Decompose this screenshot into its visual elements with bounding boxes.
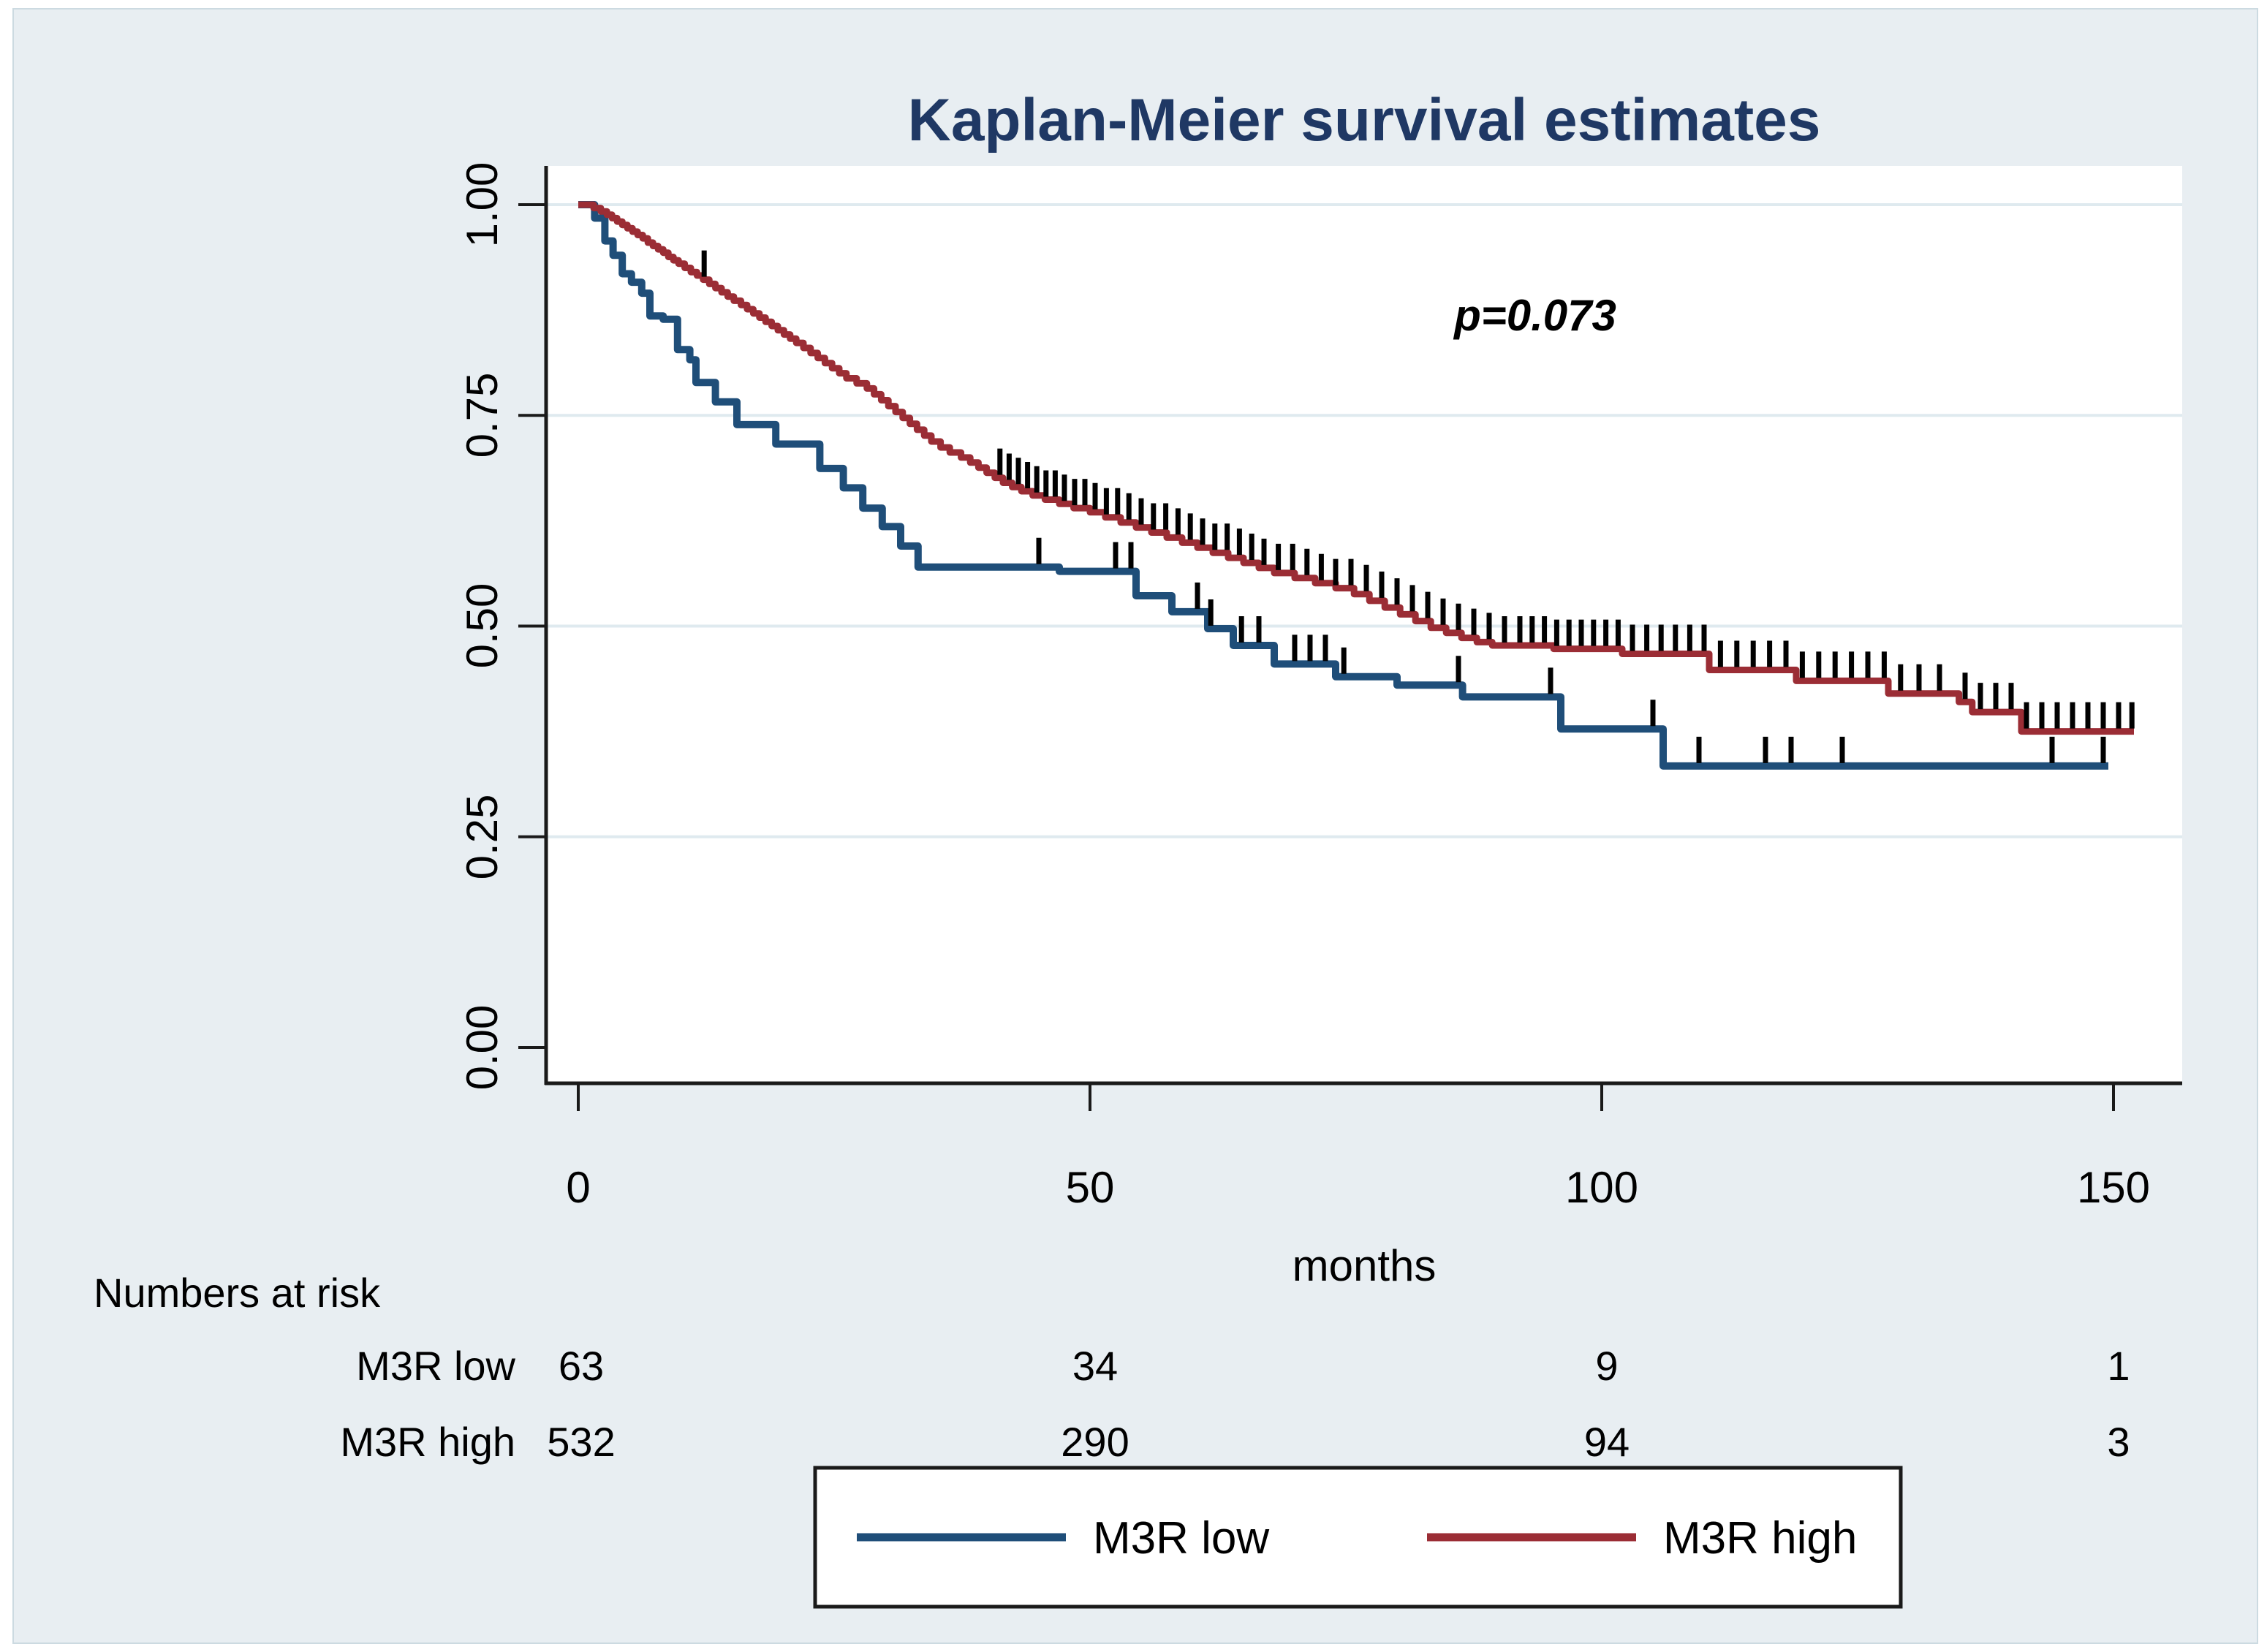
curve-m3r-high bbox=[578, 201, 2134, 735]
risk-row-label-m3r-low: M3R low bbox=[356, 1343, 515, 1389]
risk-value: 63 bbox=[559, 1343, 604, 1389]
y-axis-labels: 1.00 0.75 0.50 0.25 0.00 bbox=[458, 162, 507, 1091]
y-axis-ticks bbox=[518, 203, 546, 1049]
x-axis-ticks bbox=[577, 1083, 2115, 1111]
y-tick-1.00: 1.00 bbox=[458, 162, 507, 248]
survival-curves bbox=[578, 201, 2135, 770]
risk-value: 532 bbox=[547, 1419, 615, 1465]
x-axis-labels: 0 50 100 150 bbox=[566, 1163, 2150, 1212]
legend-label-m3r-high: M3R high bbox=[1663, 1513, 1857, 1564]
p-value-annotation: p=0.073 bbox=[1453, 291, 1616, 340]
y-tick-0.25: 0.25 bbox=[458, 795, 507, 880]
chart-title: Kaplan-Meier survival estimates bbox=[908, 87, 1821, 154]
censor-ticks-m3r-high bbox=[701, 250, 2135, 729]
legend: M3R low M3R high bbox=[813, 1466, 1903, 1609]
risk-value: 3 bbox=[2107, 1419, 2130, 1465]
risk-value: 34 bbox=[1072, 1343, 1118, 1389]
x-axis-title: months bbox=[1293, 1241, 1437, 1290]
risk-row-label-m3r-high: M3R high bbox=[340, 1419, 515, 1465]
censor-ticks-m3r-low bbox=[1036, 537, 2106, 763]
y-tick-0.00: 0.00 bbox=[458, 1005, 507, 1091]
risk-value: 9 bbox=[1595, 1343, 1618, 1389]
risk-value: 290 bbox=[1061, 1419, 1129, 1465]
x-tick-0: 0 bbox=[566, 1163, 590, 1212]
legend-label-m3r-low: M3R low bbox=[1093, 1513, 1269, 1564]
y-tick-0.75: 0.75 bbox=[458, 373, 507, 458]
gridlines bbox=[548, 203, 2182, 838]
x-tick-50: 50 bbox=[1066, 1163, 1115, 1212]
risk-table-header: Numbers at risk bbox=[94, 1270, 381, 1316]
risk-value: 1 bbox=[2107, 1343, 2130, 1389]
numbers-at-risk-table: Numbers at risk M3R low 63 34 9 1 M3R hi… bbox=[94, 1270, 2130, 1465]
y-tick-0.50: 0.50 bbox=[458, 583, 507, 669]
x-tick-150: 150 bbox=[2077, 1163, 2150, 1212]
risk-value: 94 bbox=[1584, 1419, 1630, 1465]
curve-m3r-low bbox=[578, 201, 2108, 770]
x-tick-100: 100 bbox=[1565, 1163, 1638, 1212]
